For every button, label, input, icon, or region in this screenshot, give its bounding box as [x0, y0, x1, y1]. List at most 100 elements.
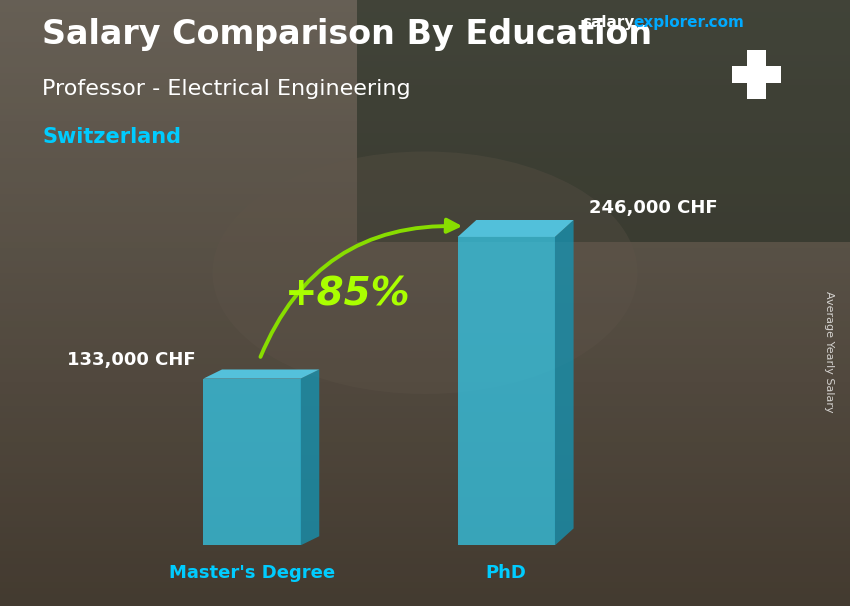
Bar	[0, 248, 850, 255]
Bar	[0, 424, 850, 430]
Bar	[0, 242, 850, 248]
Text: 133,000 CHF: 133,000 CHF	[67, 351, 196, 370]
Bar	[0, 85, 850, 91]
Text: +85%: +85%	[285, 275, 410, 313]
Bar	[0, 442, 850, 448]
Bar	[0, 182, 850, 188]
Polygon shape	[301, 370, 320, 545]
Polygon shape	[555, 220, 574, 545]
Bar	[0, 473, 850, 479]
Bar	[0, 121, 850, 127]
Text: Salary Comparison By Education: Salary Comparison By Education	[42, 18, 653, 51]
Bar	[0, 467, 850, 473]
Polygon shape	[203, 370, 320, 379]
Text: Average Yearly Salary: Average Yearly Salary	[824, 291, 834, 412]
Bar	[0, 267, 850, 273]
Bar	[0, 48, 850, 55]
Bar	[357, 0, 850, 242]
Bar	[0, 285, 850, 291]
Text: explorer: explorer	[633, 15, 706, 30]
Bar	[0, 218, 850, 224]
Bar	[0, 515, 850, 521]
Bar	[0, 164, 850, 170]
Bar	[0, 152, 850, 158]
Bar	[0, 358, 850, 364]
Bar	[0, 55, 850, 61]
Polygon shape	[457, 220, 574, 237]
Bar	[0, 115, 850, 121]
Bar	[0, 61, 850, 67]
Polygon shape	[747, 50, 766, 99]
Bar	[0, 67, 850, 73]
Polygon shape	[732, 66, 781, 82]
Bar	[0, 430, 850, 436]
Bar	[0, 170, 850, 176]
Bar	[0, 297, 850, 303]
Bar	[0, 400, 850, 406]
Bar	[0, 588, 850, 594]
Bar	[0, 103, 850, 109]
Bar	[0, 351, 850, 358]
Bar	[0, 12, 850, 18]
Bar	[0, 18, 850, 24]
Bar	[0, 6, 850, 12]
Bar	[0, 327, 850, 333]
Text: .com: .com	[704, 15, 745, 30]
Bar	[0, 224, 850, 230]
Bar	[0, 255, 850, 261]
Bar	[0, 558, 850, 564]
Bar	[0, 230, 850, 236]
Bar	[0, 509, 850, 515]
Bar	[0, 194, 850, 200]
Text: salary: salary	[582, 15, 635, 30]
Bar	[0, 176, 850, 182]
Bar	[0, 73, 850, 79]
Bar	[0, 576, 850, 582]
Bar	[0, 127, 850, 133]
Bar	[0, 382, 850, 388]
Bar	[0, 42, 850, 48]
Bar	[0, 539, 850, 545]
Bar	[0, 364, 850, 370]
Bar	[0, 36, 850, 42]
Polygon shape	[203, 379, 301, 545]
Bar	[0, 97, 850, 103]
Bar	[0, 91, 850, 97]
Bar	[0, 133, 850, 139]
Bar	[0, 24, 850, 30]
Bar	[0, 303, 850, 309]
Polygon shape	[457, 237, 555, 545]
Text: Switzerland: Switzerland	[42, 127, 182, 147]
Bar	[0, 527, 850, 533]
Bar	[0, 188, 850, 194]
Bar	[0, 600, 850, 606]
Bar	[0, 30, 850, 36]
Bar	[0, 388, 850, 394]
Bar	[0, 200, 850, 206]
Bar	[0, 333, 850, 339]
Bar	[0, 594, 850, 600]
Bar	[0, 376, 850, 382]
Bar	[0, 406, 850, 412]
Ellipse shape	[212, 152, 638, 394]
Bar	[0, 551, 850, 558]
FancyArrowPatch shape	[260, 219, 458, 357]
Bar	[0, 321, 850, 327]
Bar	[0, 279, 850, 285]
Bar	[0, 521, 850, 527]
Bar	[0, 448, 850, 454]
Bar	[0, 291, 850, 297]
Bar	[0, 497, 850, 503]
Bar	[0, 273, 850, 279]
Bar	[0, 418, 850, 424]
Text: Professor - Electrical Engineering: Professor - Electrical Engineering	[42, 79, 411, 99]
Bar	[0, 0, 850, 6]
Bar	[0, 212, 850, 218]
Bar	[0, 261, 850, 267]
Bar	[0, 545, 850, 551]
Bar	[0, 345, 850, 351]
Bar	[0, 370, 850, 376]
Bar	[0, 582, 850, 588]
Bar	[0, 145, 850, 152]
Text: PhD: PhD	[486, 564, 527, 582]
